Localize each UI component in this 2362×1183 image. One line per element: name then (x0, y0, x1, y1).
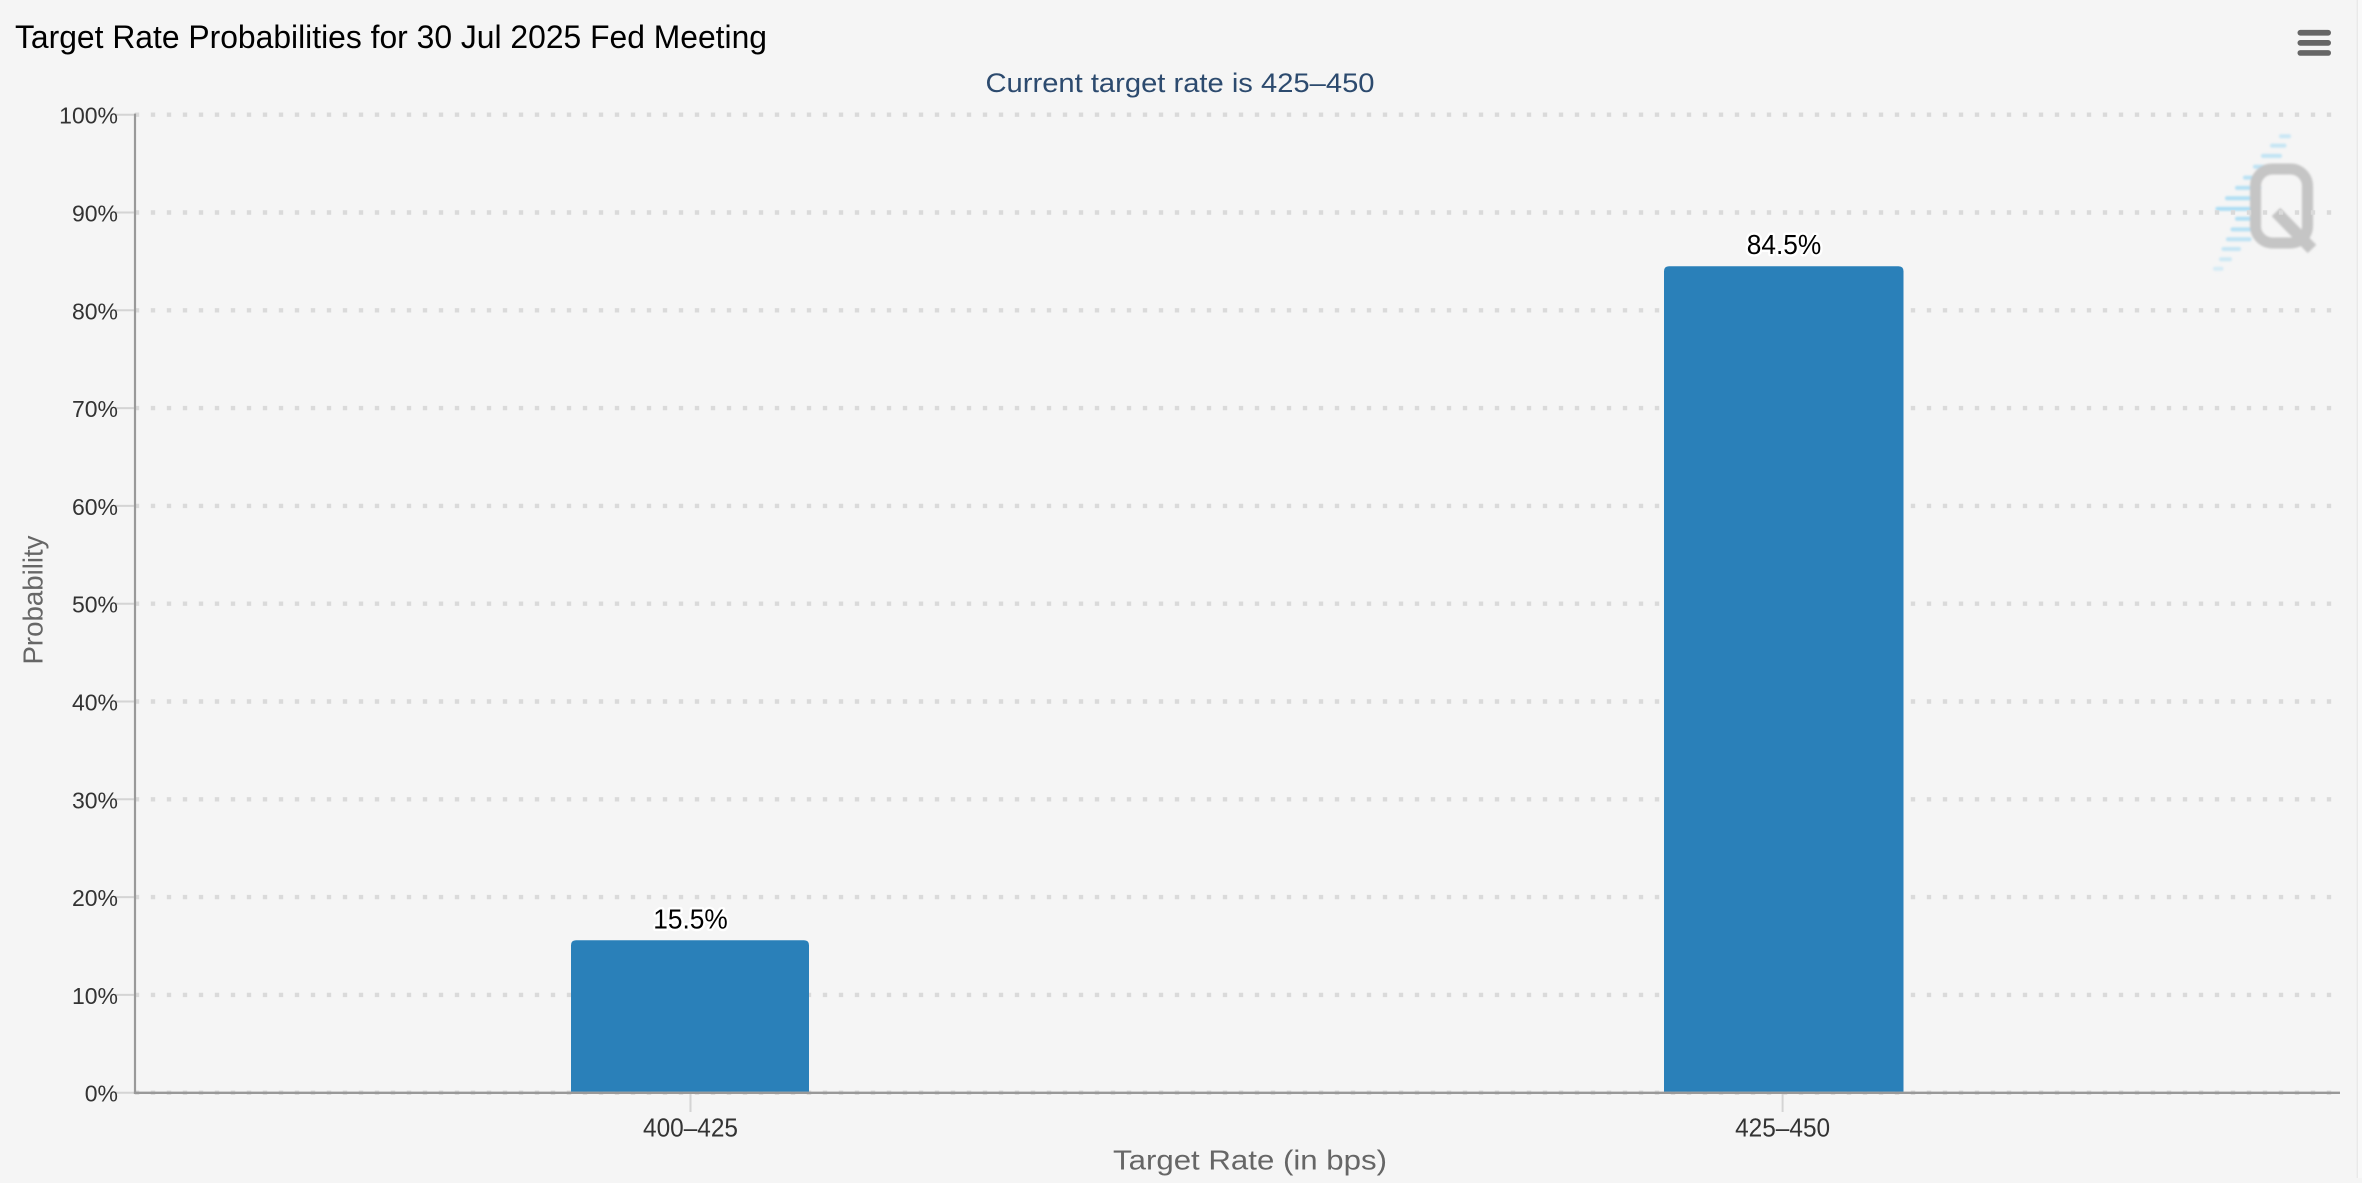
svg-text:80%: 80% (72, 298, 118, 324)
svg-text:40%: 40% (72, 690, 118, 716)
svg-text:30%: 30% (72, 787, 118, 813)
svg-text:90%: 90% (72, 201, 118, 227)
svg-text:400–425: 400–425 (643, 1113, 738, 1143)
svg-text:Target Rate (in bps): Target Rate (in bps) (1113, 1145, 1387, 1176)
svg-text:70%: 70% (72, 396, 118, 422)
svg-text:10%: 10% (72, 983, 118, 1009)
svg-text:Current target rate is 425–450: Current target rate is 425–450 (986, 68, 1375, 98)
svg-text:425–450: 425–450 (1735, 1113, 1830, 1143)
svg-text:50%: 50% (72, 592, 118, 618)
svg-text:100%: 100% (59, 103, 118, 129)
svg-text:Target Rate Probabilities for: Target Rate Probabilities for 30 Jul 202… (15, 19, 767, 55)
svg-text:15.5%: 15.5% (653, 903, 728, 934)
svg-text:20%: 20% (72, 885, 118, 911)
svg-text:60%: 60% (72, 494, 118, 520)
svg-text:84.5%: 84.5% (1747, 229, 1822, 260)
svg-text:0%: 0% (85, 1081, 118, 1107)
svg-text:Probability: Probability (18, 536, 49, 665)
